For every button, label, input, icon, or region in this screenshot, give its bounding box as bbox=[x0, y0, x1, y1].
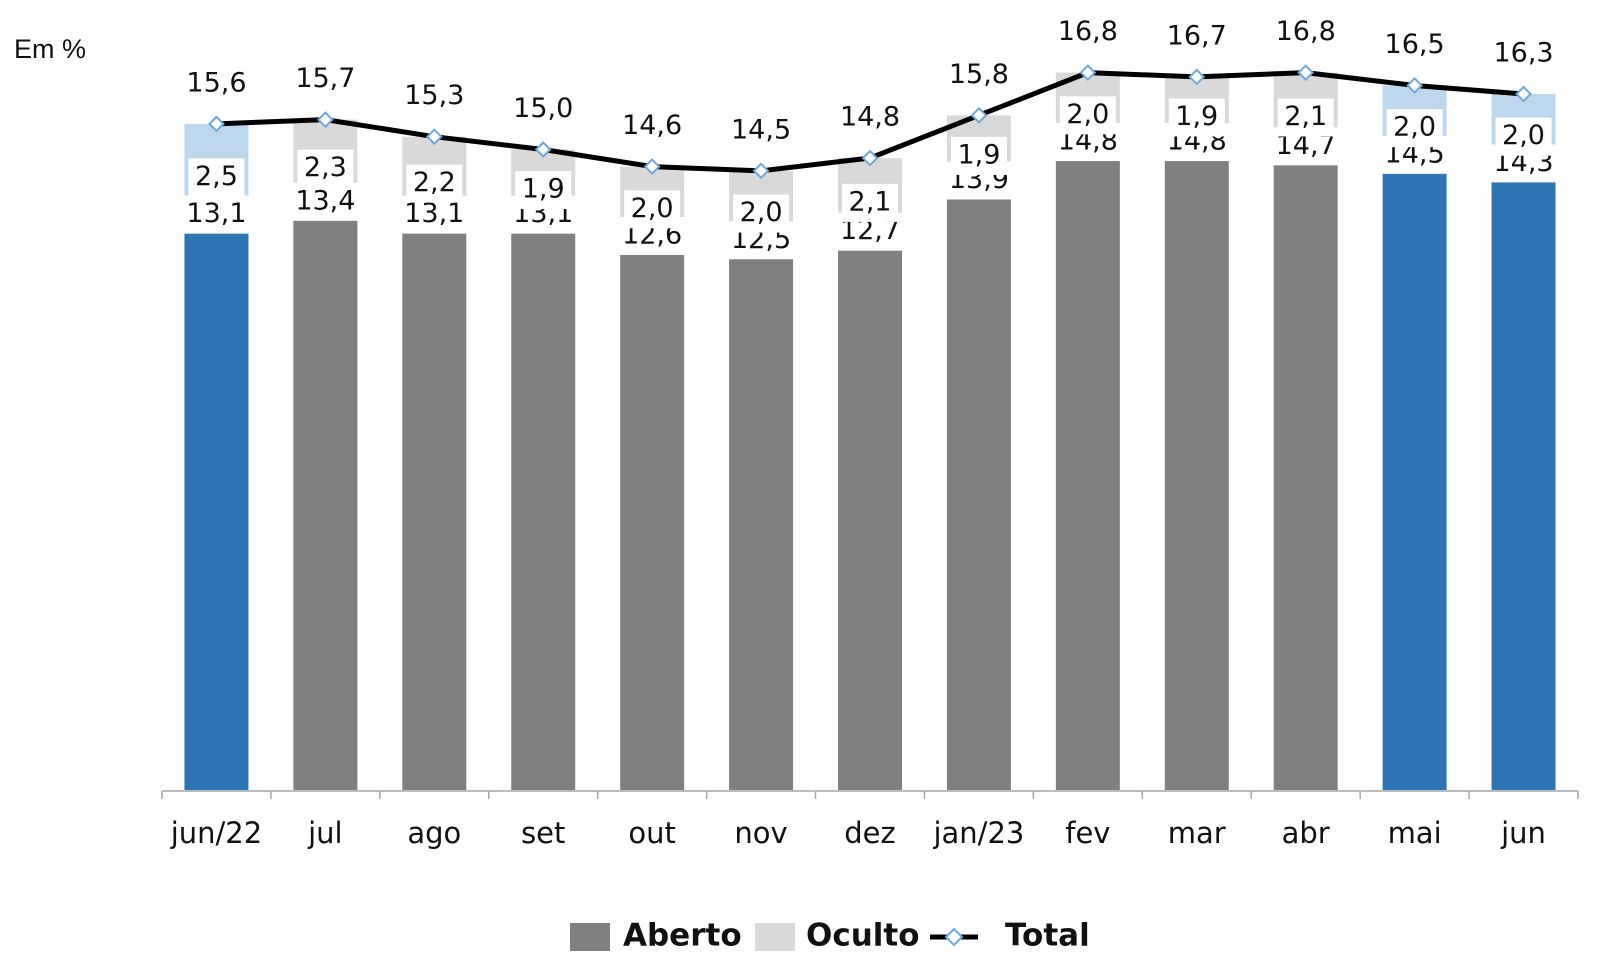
data-label-bg bbox=[842, 183, 898, 222]
bar-aberto bbox=[1273, 162, 1338, 790]
x-tick-label: jun bbox=[1500, 816, 1546, 850]
total-marker bbox=[861, 149, 879, 167]
data-label-bg bbox=[291, 182, 360, 221]
data-label-total: 15,3 bbox=[404, 80, 464, 111]
legend-swatch-total-marker bbox=[944, 927, 964, 947]
total-marker bbox=[643, 158, 661, 175]
bar-aberto bbox=[511, 230, 576, 790]
bar-aberto bbox=[1491, 179, 1556, 790]
x-tick-label: jul bbox=[307, 816, 343, 850]
legend-swatch-aberto bbox=[570, 923, 610, 951]
data-label-total: 16,8 bbox=[1058, 16, 1118, 47]
data-label-oculto: 2,3 bbox=[304, 152, 347, 183]
data-label-oculto: 2,5 bbox=[195, 161, 238, 192]
total-marker bbox=[1188, 68, 1206, 86]
data-label-oculto: 1,9 bbox=[1175, 101, 1218, 132]
bar-aberto bbox=[946, 196, 1011, 791]
data-label-oculto: 2,0 bbox=[740, 197, 783, 228]
total-marker bbox=[425, 128, 443, 146]
total-marker bbox=[1297, 64, 1315, 82]
data-label-bg bbox=[297, 149, 354, 188]
data-label-total: 14,6 bbox=[622, 110, 682, 141]
data-label-total: 15,6 bbox=[186, 67, 246, 98]
legend-label-total: Total bbox=[1005, 918, 1090, 954]
x-tick-label: dez bbox=[844, 816, 895, 850]
x-tick-label: out bbox=[628, 816, 676, 850]
legend-swatch-oculto bbox=[755, 923, 795, 951]
legend-label-oculto: Oculto bbox=[806, 918, 920, 954]
data-label-aberto: 13,1 bbox=[186, 198, 246, 229]
total-marker bbox=[316, 111, 334, 129]
x-tick-label: mai bbox=[1388, 816, 1442, 850]
data-label-total: 14,8 bbox=[840, 102, 900, 133]
total-marker bbox=[1406, 77, 1424, 94]
data-label-bg bbox=[515, 171, 572, 210]
data-label-total: 16,7 bbox=[1167, 20, 1227, 51]
total-marker bbox=[970, 106, 988, 124]
bar-aberto bbox=[1164, 158, 1229, 791]
data-label-bg bbox=[1386, 109, 1443, 148]
data-label-bg bbox=[624, 190, 681, 229]
total-marker bbox=[752, 162, 770, 180]
data-label-total: 15,7 bbox=[295, 63, 355, 94]
x-tick-label: set bbox=[521, 816, 565, 850]
x-tick-label: jun/22 bbox=[170, 816, 263, 850]
total-marker bbox=[208, 115, 225, 133]
data-label-oculto: 2,0 bbox=[1393, 112, 1436, 143]
data-label-bg bbox=[1168, 98, 1225, 137]
bar-aberto bbox=[402, 230, 467, 790]
data-label-total: 15,0 bbox=[513, 93, 573, 124]
data-label-aberto: 13,1 bbox=[404, 198, 464, 229]
x-tick-label: abr bbox=[1282, 816, 1330, 850]
data-label-bg bbox=[1277, 98, 1334, 137]
data-label-total: 16,3 bbox=[1493, 37, 1553, 68]
bar-aberto bbox=[293, 217, 358, 790]
data-label-oculto: 2,1 bbox=[849, 186, 892, 217]
data-label-bg bbox=[1059, 96, 1116, 135]
legend-label-aberto: Aberto bbox=[623, 918, 742, 954]
data-label-total: 15,8 bbox=[949, 59, 1009, 90]
data-label-oculto: 2,0 bbox=[1066, 99, 1109, 130]
total-marker bbox=[1515, 85, 1532, 103]
bar-aberto bbox=[1382, 170, 1447, 791]
x-tick-label: jan/23 bbox=[932, 816, 1024, 850]
data-label-aberto: 13,4 bbox=[295, 185, 355, 216]
data-label-oculto: 1,9 bbox=[957, 139, 1000, 170]
data-label-bg bbox=[733, 194, 790, 233]
x-tick-label: mar bbox=[1168, 816, 1226, 850]
data-label-oculto: 2,1 bbox=[1284, 101, 1327, 132]
bar-aberto bbox=[838, 247, 902, 790]
data-label-oculto: 2,0 bbox=[631, 193, 674, 224]
total-marker bbox=[1079, 64, 1097, 82]
data-label-total: 16,5 bbox=[1385, 29, 1445, 60]
data-label-bg bbox=[1495, 117, 1552, 156]
data-label-bg bbox=[406, 164, 463, 203]
bar-aberto bbox=[184, 230, 249, 790]
data-label-bg bbox=[182, 195, 251, 234]
data-label-oculto: 1,9 bbox=[522, 174, 565, 205]
x-tick-label: ago bbox=[407, 816, 461, 850]
bar-aberto bbox=[620, 251, 685, 791]
data-label-oculto: 2,2 bbox=[413, 167, 456, 198]
x-tick-label: fev bbox=[1065, 816, 1110, 850]
data-label-bg bbox=[950, 136, 1007, 175]
total-marker bbox=[534, 141, 552, 158]
data-label-total: 14,5 bbox=[731, 114, 791, 145]
bar-aberto bbox=[729, 256, 794, 790]
data-label-total: 16,8 bbox=[1276, 16, 1336, 47]
data-label-bg bbox=[188, 158, 245, 197]
bar-aberto bbox=[1055, 158, 1120, 791]
data-label-oculto: 2,0 bbox=[1502, 120, 1545, 151]
unit-label: Em % bbox=[14, 34, 87, 64]
x-tick-label: nov bbox=[734, 816, 787, 850]
